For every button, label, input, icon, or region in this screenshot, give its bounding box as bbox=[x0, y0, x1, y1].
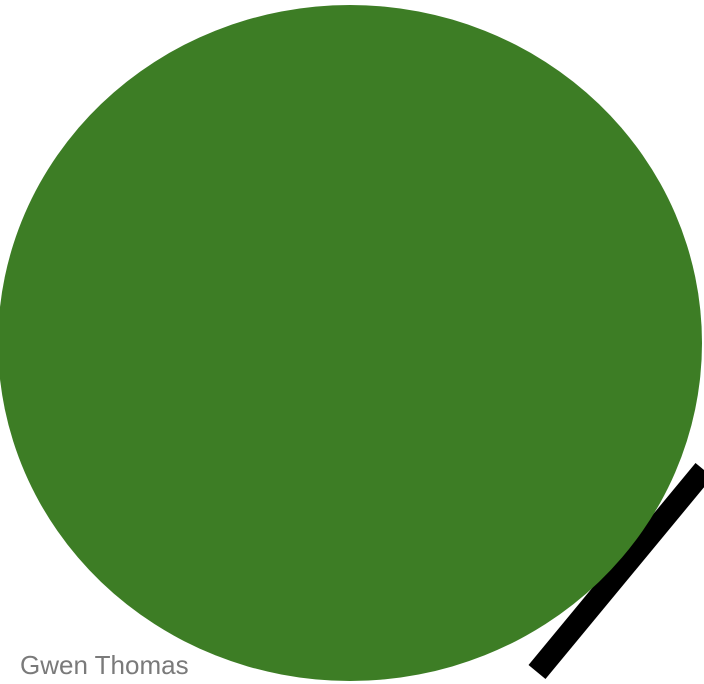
artist-credit: Gwen Thomas bbox=[20, 650, 189, 680]
diagonal-black-stroke bbox=[528, 462, 704, 680]
green-circle bbox=[0, 5, 702, 681]
